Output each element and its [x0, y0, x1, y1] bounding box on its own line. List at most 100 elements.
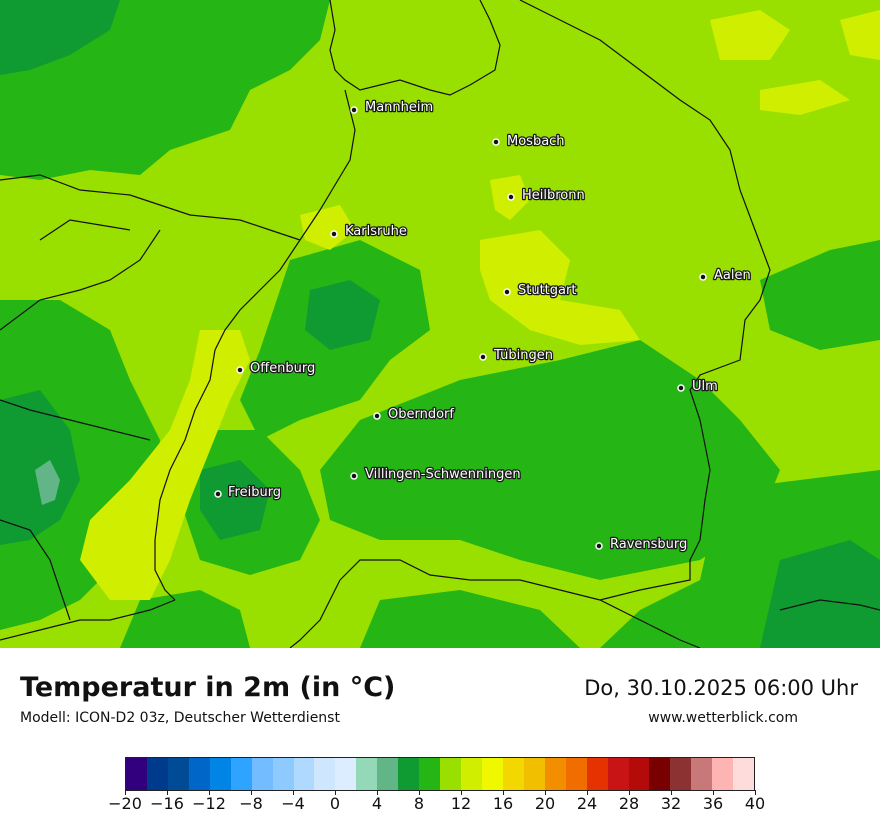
map-canvas: Mannheim Mosbach Heilbronn Karlsruhe Aal…	[0, 0, 880, 648]
city-ulm: Ulm	[677, 378, 719, 395]
border-lines	[0, 0, 880, 648]
model-source-text: Modell: ICON-D2 03z, Deutscher Wetterdie…	[20, 710, 340, 726]
city-label: Villingen-Schwenningen	[365, 467, 521, 482]
temperature-map: Mannheim Mosbach Heilbronn Karlsruhe Aal…	[0, 0, 880, 649]
colorbar-swatch	[419, 758, 441, 790]
colorbar-swatch	[607, 758, 629, 790]
colorbar-tick-mark	[125, 790, 126, 795]
city-marker-dot	[214, 490, 222, 498]
city-aalen: Aalen	[699, 267, 752, 284]
temperature-colorbar	[125, 757, 755, 791]
website-link[interactable]: www.wetterblick.com	[648, 710, 798, 726]
forecast-datetime: Do, 30.10.2025 06:00 Uhr	[584, 676, 858, 700]
colorbar-tick-label: 4	[371, 794, 383, 813]
city-marker-dot	[479, 353, 487, 361]
colorbar-tick-label: 24	[576, 794, 598, 813]
city-marker-dot	[677, 384, 685, 392]
colorbar-tick-label: 0	[329, 794, 341, 813]
colorbar-swatch	[481, 758, 503, 790]
colorbar-tick-mark	[503, 790, 504, 795]
city-marker-dot	[699, 273, 707, 281]
very-cold-spot	[35, 460, 60, 505]
city-label: Tübingen	[493, 348, 553, 363]
city-offenburg: Offenburg	[236, 360, 317, 377]
colorbar-swatch	[230, 758, 252, 790]
colorbar-swatch	[691, 758, 713, 790]
colorbar-tick-mark	[293, 790, 294, 795]
colorbar-swatch	[335, 758, 357, 790]
city-marker-dot	[373, 412, 381, 420]
city-label: Mannheim	[365, 100, 433, 115]
city-marker-dot	[350, 472, 358, 480]
colorbar-tick-mark	[671, 790, 672, 795]
city-markers: Mannheim Mosbach Heilbronn Karlsruhe Aal…	[214, 99, 752, 553]
city-label: Freiburg	[228, 485, 281, 500]
colorbar-tick-label: −4	[281, 794, 305, 813]
colorbar-tick-mark	[167, 790, 168, 795]
city-marker-dot	[350, 106, 358, 114]
city-marker-dot	[507, 193, 515, 201]
city-label: Mosbach	[507, 134, 565, 149]
colorbar-swatch	[398, 758, 420, 790]
city-marker-dot	[503, 288, 511, 296]
colorbar-tick-mark	[335, 790, 336, 795]
colorbar-tick-label: 32	[660, 794, 682, 813]
colorbar-swatch	[461, 758, 482, 790]
colorbar-swatch	[167, 758, 189, 790]
colorbar-tick-label: 12	[450, 794, 472, 813]
colorbar-tick-mark	[377, 790, 378, 795]
colorbar-tick-mark	[755, 790, 756, 795]
map-title: Temperatur in 2m (in °C)	[20, 672, 396, 703]
colorbar-swatch	[377, 758, 399, 790]
city-label: Stuttgart	[518, 283, 576, 298]
colorbar-tick-label: −16	[150, 794, 184, 813]
colorbar-tick-mark	[251, 790, 252, 795]
city-marker-dot	[595, 542, 603, 550]
city-heilbronn: Heilbronn	[507, 187, 586, 204]
city-karlsruhe: Karlsruhe	[330, 223, 408, 240]
city-freiburg: Freiburg	[214, 484, 282, 501]
colorbar-swatch	[209, 758, 231, 790]
colorbar-swatch	[126, 758, 147, 790]
colorbar-tick-label: 8	[413, 794, 425, 813]
city-label: Heilbronn	[522, 188, 585, 203]
colorbar-swatch	[670, 758, 692, 790]
colorbar-tick-label: −8	[239, 794, 263, 813]
city-label: Karlsruhe	[345, 224, 407, 239]
colorbar-swatch	[293, 758, 315, 790]
colorbar-tick-mark	[713, 790, 714, 795]
colorbar-swatch	[272, 758, 294, 790]
colorbar-swatch	[544, 758, 566, 790]
colorbar-tick-label: 36	[702, 794, 724, 813]
colorbar-tick-label: −12	[192, 794, 226, 813]
map-footer: Temperatur in 2m (in °C) Modell: ICON-D2…	[0, 648, 880, 830]
colorbar-swatch	[314, 758, 336, 790]
colorbar-swatch	[649, 758, 671, 790]
city-mosbach: Mosbach	[492, 133, 566, 150]
city-label: Ravensburg	[610, 537, 687, 552]
colorbar-swatch	[146, 758, 168, 790]
colorbar-swatch	[502, 758, 524, 790]
city-label: Ulm	[692, 379, 718, 394]
colorbar-tick-mark	[419, 790, 420, 795]
colorbar-tick-label: 20	[534, 794, 556, 813]
city-label: Aalen	[714, 268, 751, 283]
city-marker-dot	[492, 138, 500, 146]
colorbar-tick-labels: −20 −16 −12 −8 −4 0 4 8 12 16 20 24 28 32 36 40	[108, 790, 765, 818]
city-ravensburg: Ravensburg	[595, 536, 689, 553]
colorbar-tick-label: 40	[744, 794, 766, 813]
colorbar-swatch	[523, 758, 545, 790]
colorbar-tick-label: 28	[618, 794, 640, 813]
colorbar-tick-label: −20	[108, 794, 142, 813]
colorbar-swatch	[628, 758, 650, 790]
city-label: Offenburg	[250, 361, 315, 376]
city-villingen-schwenningen: Villingen-Schwenningen	[350, 466, 522, 483]
city-marker-dot	[330, 230, 338, 238]
colorbar-swatch	[586, 758, 608, 790]
colorbar-tick-mark	[629, 790, 630, 795]
colorbar-tick-mark	[587, 790, 588, 795]
colorbar-tick-label: 16	[492, 794, 514, 813]
city-label: Oberndorf	[388, 407, 454, 422]
city-stuttgart: Stuttgart	[503, 282, 578, 299]
colorbar-swatch	[565, 758, 587, 790]
